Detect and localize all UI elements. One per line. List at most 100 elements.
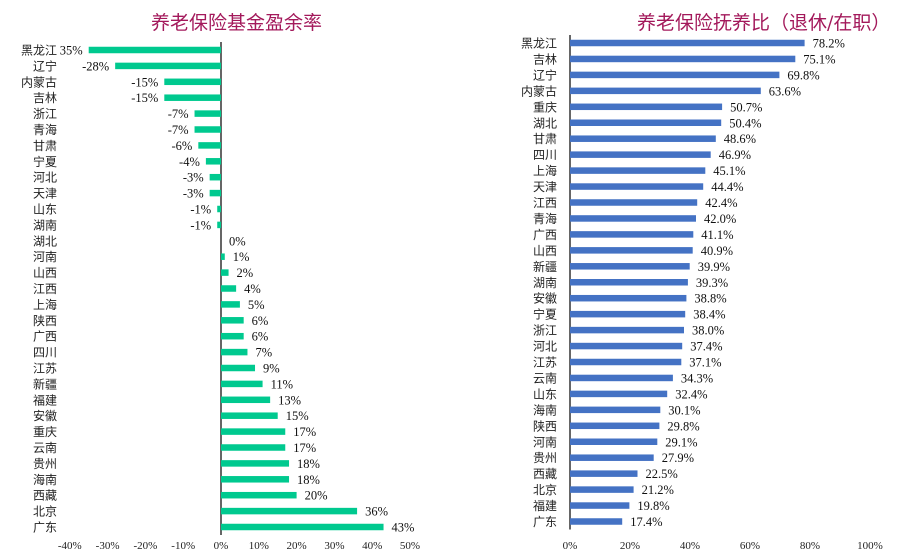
right-x-tick-label: 60% (740, 540, 760, 552)
right-value-label: 50.7% (730, 100, 762, 114)
left-value-label: -15% (131, 91, 158, 105)
left-category-label: 山东 (33, 203, 57, 217)
right-value-label: 27.9% (662, 451, 694, 465)
right-bar (570, 231, 694, 238)
left-bar (221, 491, 297, 499)
right-x-tick-label: 0% (563, 540, 578, 552)
right-category-label: 宁夏 (533, 307, 557, 322)
left-bar (198, 142, 221, 149)
right-chart-dependency-ratio: 黑龙江 78.2% 吉林 75.1% 辽宁 69.8% 内蒙古 63.6% 重庆 50.7% 湖北 5… (521, 35, 883, 552)
right-bar (570, 279, 688, 286)
left-value-label: 4% (244, 282, 261, 296)
left-x-tick-label: 20% (287, 540, 307, 552)
left-bar (221, 364, 256, 372)
right-bar (570, 438, 658, 445)
left-value-label: 17% (293, 441, 316, 455)
right-bar (570, 502, 630, 509)
left-category-label: 福建 (33, 392, 57, 407)
right-value-label: 21.2% (642, 483, 674, 497)
left-value-label: 5% (248, 298, 265, 312)
right-value-label: 38.8% (694, 292, 726, 306)
left-category-label: 山西 (33, 266, 57, 280)
right-category-label: 湖北 (533, 115, 557, 130)
left-bar (221, 269, 229, 276)
left-value-label: -7% (168, 107, 189, 121)
left-category-label: 江西 (33, 282, 57, 296)
left-value-label: 20% (305, 489, 328, 503)
left-bar (221, 317, 244, 324)
left-bar (221, 412, 278, 419)
right-category-label: 西藏 (533, 467, 557, 481)
left-category-label: 安徽 (33, 408, 57, 423)
right-value-label: 42.0% (704, 212, 736, 226)
left-value-label: -1% (190, 203, 211, 217)
left-bar (221, 396, 271, 404)
left-bar (221, 428, 286, 435)
right-category-label: 上海 (533, 163, 557, 178)
left-bar (221, 523, 384, 531)
right-value-label: 17.4% (630, 515, 662, 529)
right-x-tick-label: 100% (857, 540, 883, 552)
right-bar (570, 326, 684, 334)
left-value-label: 0% (229, 234, 246, 248)
left-value-label: 11% (271, 377, 293, 391)
left-category-label: 河北 (33, 171, 57, 185)
left-x-tick-label: -30% (96, 540, 120, 552)
left-bar (164, 78, 221, 86)
left-value-label: 1% (233, 250, 250, 264)
right-category-label: 山东 (533, 387, 557, 401)
right-category-label: 广东 (533, 515, 557, 529)
right-chart-title: 养老保险抚养比（退休/在职） (637, 12, 891, 34)
right-value-label: 50.4% (729, 116, 761, 130)
right-bar (570, 422, 660, 430)
right-category-label: 陕西 (533, 418, 557, 433)
left-bar (209, 189, 221, 197)
right-bar (570, 486, 634, 493)
right-bar (570, 406, 661, 414)
right-value-label: 42.4% (705, 196, 737, 210)
right-value-label: 75.1% (803, 52, 835, 66)
right-category-label: 海南 (533, 402, 557, 417)
left-value-label: -7% (168, 123, 189, 137)
left-category-label: 西藏 (33, 489, 57, 503)
left-category-label: 内蒙古 (21, 74, 57, 89)
right-bar (570, 119, 722, 126)
left-bar (209, 173, 221, 181)
left-category-label: 宁夏 (33, 154, 57, 169)
left-category-label: 甘肃 (33, 139, 57, 153)
right-bar (570, 151, 711, 158)
left-category-label: 海南 (33, 472, 57, 487)
right-value-label: 37.1% (689, 356, 721, 370)
left-value-label: -15% (131, 75, 158, 89)
right-value-label: 29.1% (665, 435, 697, 449)
right-category-label: 四川 (533, 148, 557, 162)
right-category-label: 重庆 (533, 100, 557, 114)
right-value-label: 44.4% (711, 180, 743, 194)
left-value-label: 36% (365, 505, 388, 519)
right-value-label: 46.9% (719, 148, 751, 162)
left-bar (88, 46, 221, 54)
right-bar (570, 310, 686, 318)
left-category-label: 青海 (33, 122, 57, 137)
left-value-label: 18% (297, 473, 320, 487)
right-bar (570, 71, 780, 79)
left-value-label: 6% (252, 330, 269, 344)
right-category-label: 内蒙古 (521, 83, 557, 98)
right-bar (570, 470, 638, 477)
left-bar (221, 285, 237, 292)
right-bar (570, 454, 654, 461)
left-value-label: 43% (392, 521, 415, 535)
right-category-label: 甘肃 (533, 132, 557, 146)
left-category-label: 上海 (33, 297, 57, 312)
left-bar (217, 221, 221, 229)
left-bar (221, 332, 244, 340)
left-x-tick-label: -10% (171, 540, 195, 552)
left-category-label: 广西 (33, 330, 57, 344)
left-category-label: 贵州 (33, 457, 57, 471)
right-value-label: 37.4% (690, 340, 722, 354)
left-category-label: 北京 (33, 505, 57, 519)
left-value-label: 6% (252, 314, 269, 328)
right-bar (570, 103, 723, 111)
right-value-label: 63.6% (769, 84, 801, 98)
left-category-label: 四川 (33, 346, 57, 360)
